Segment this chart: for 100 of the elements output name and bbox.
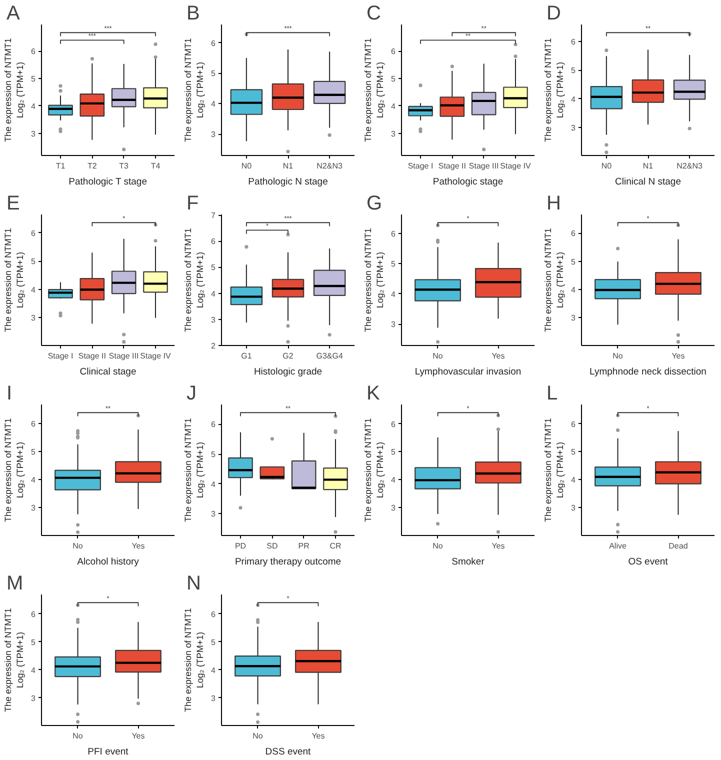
x-axis-title: Alcohol history [77, 556, 140, 568]
x-tick-label: Dead [668, 542, 688, 550]
x-axis-title: Pathologic stage [432, 176, 504, 188]
x-axis-title: Smoker [452, 556, 484, 568]
y-tick-label: 3 [391, 320, 396, 330]
y-tick-label: 4 [211, 100, 216, 109]
chart-title: C [366, 2, 381, 24]
y-tick-label: 3 [31, 314, 36, 323]
y-tick-label: 3 [391, 129, 396, 138]
chart-title: A [6, 2, 20, 24]
chart-title: G [366, 192, 382, 214]
y-tick-label: 5 [571, 66, 576, 76]
x-tick-label: N2&N3 [316, 162, 344, 170]
x-tick-label: N0 [601, 162, 612, 170]
y-tick-label: 6 [31, 47, 36, 56]
y-tick-label: 5 [211, 263, 216, 272]
chart-title: N [186, 572, 201, 594]
x-tick-label: Yes [132, 542, 145, 550]
y-axis-title: The expression of NTMT1 Log₂ (TPM+1) [543, 418, 566, 522]
chart-title: E [6, 192, 20, 214]
y-tick-label: 4 [571, 94, 576, 104]
x-tick-label: T2 [88, 162, 98, 170]
y-tick-label: 6 [391, 47, 396, 56]
y-tick-label: 3 [31, 503, 36, 512]
chart-title: D [546, 2, 561, 24]
chart-title: F [186, 192, 199, 214]
y-axis-title: The expression of NTMT1 Log₂ (TPM+1) [363, 38, 386, 142]
x-tick-label: PD [234, 542, 246, 550]
chart-title: B [186, 2, 200, 24]
y-tick-label: 6 [31, 610, 36, 619]
x-axis-title: Histologic grade [254, 366, 322, 378]
y-tick-label: 6 [391, 420, 396, 429]
y-axis-title: The expression of NTMT1 Log₂ (TPM+1) [183, 228, 206, 332]
chart-title: L [546, 382, 558, 404]
y-tick-label: 6 [391, 230, 396, 239]
x-tick-label: Stage II [78, 352, 106, 360]
y-tick-label: 6 [211, 610, 216, 619]
y-tick-label: 4 [391, 290, 396, 299]
x-axis-title: Lymphnode neck dissection [590, 366, 706, 378]
y-tick-label: 6 [31, 228, 36, 238]
x-tick-label: Yes [672, 352, 685, 360]
y-tick-label: 5 [211, 638, 216, 647]
x-axis-title: Lymphovascular invasion [414, 366, 522, 378]
x-tick-label: SD [266, 542, 278, 550]
y-axis-title: The expression of NTMT1 Log₂ (TPM+1) [183, 38, 206, 142]
x-axis-title: Clinical N stage [615, 176, 681, 188]
y-tick-label: 3 [571, 504, 576, 513]
x-tick-label: Stage IV [500, 162, 532, 170]
y-axis-title: The expression of NTMT1 Log₂ (TPM+1) [183, 608, 206, 712]
chart-title: J [186, 382, 196, 404]
y-tick-label: 3 [211, 694, 216, 703]
y-axis-title: The expression of NTMT1 Log₂ (TPM+1) [3, 38, 26, 142]
y-tick-label: 4 [31, 475, 36, 484]
x-axis-title: Pathologic N stage [248, 176, 328, 188]
x-tick-label: No [432, 352, 444, 360]
y-tick-label: 5 [571, 448, 576, 457]
y-tick-label: 4 [571, 476, 576, 485]
y-tick-label: 6 [211, 237, 216, 246]
x-tick-label: No [432, 542, 444, 550]
x-axis-title: Clinical stage [80, 366, 136, 378]
y-axis-title: The expression of NTMT1 Log₂ (TPM+1) [363, 228, 386, 332]
y-tick-label: 2 [211, 342, 216, 350]
y-tick-label: 5 [31, 448, 36, 457]
y-axis-title: The expression of NTMT1 Log₂ (TPM+1) [543, 228, 566, 332]
x-tick-label: Yes [492, 542, 505, 550]
x-tick-label: Stage I [408, 162, 434, 170]
x-tick-label: N1 [282, 162, 294, 170]
x-tick-label: Stage I [48, 352, 74, 360]
x-tick-label: G3&G4 [316, 352, 344, 360]
x-tick-label: Alive [609, 542, 627, 550]
y-tick-label: 4 [211, 289, 216, 298]
chart-title: K [366, 382, 380, 404]
x-tick-label: No [72, 542, 84, 550]
x-tick-label: G1 [241, 352, 252, 360]
x-tick-label: G2 [282, 352, 294, 360]
x-axis-title: OS event [628, 556, 668, 568]
x-tick-label: Stage II [438, 162, 466, 170]
y-tick-label: 6 [211, 420, 216, 430]
chart-title: M [6, 572, 24, 594]
y-tick-label: 4 [31, 102, 36, 111]
y-tick-label: 6 [31, 420, 36, 429]
y-tick-label: 4 [31, 666, 36, 675]
y-tick-label: 5 [31, 257, 36, 266]
y-axis-title: The expression of NTMT1 Log₂ (TPM+1) [3, 228, 26, 332]
y-tick-label: 6 [571, 229, 576, 238]
y-tick-label: 5 [211, 69, 216, 78]
y-tick-label: 6 [571, 420, 576, 429]
y-tick-label: 5 [391, 260, 396, 269]
y-tick-label: 4 [571, 285, 576, 294]
y-tick-label: 4 [391, 102, 396, 111]
chart-title: I [6, 382, 12, 404]
chart-title: H [546, 192, 561, 214]
y-axis-title: The expression of NTMT1 Log₂ (TPM+1) [3, 608, 26, 712]
x-tick-label: Stage III [468, 162, 499, 170]
y-tick-label: 3 [211, 510, 216, 519]
x-axis-title: Pathologic T stage [68, 176, 147, 188]
y-tick-label: 7 [211, 211, 216, 220]
y-tick-label: 6 [211, 38, 216, 48]
x-tick-label: Stage IV [140, 352, 172, 360]
y-tick-label: 5 [31, 638, 36, 647]
